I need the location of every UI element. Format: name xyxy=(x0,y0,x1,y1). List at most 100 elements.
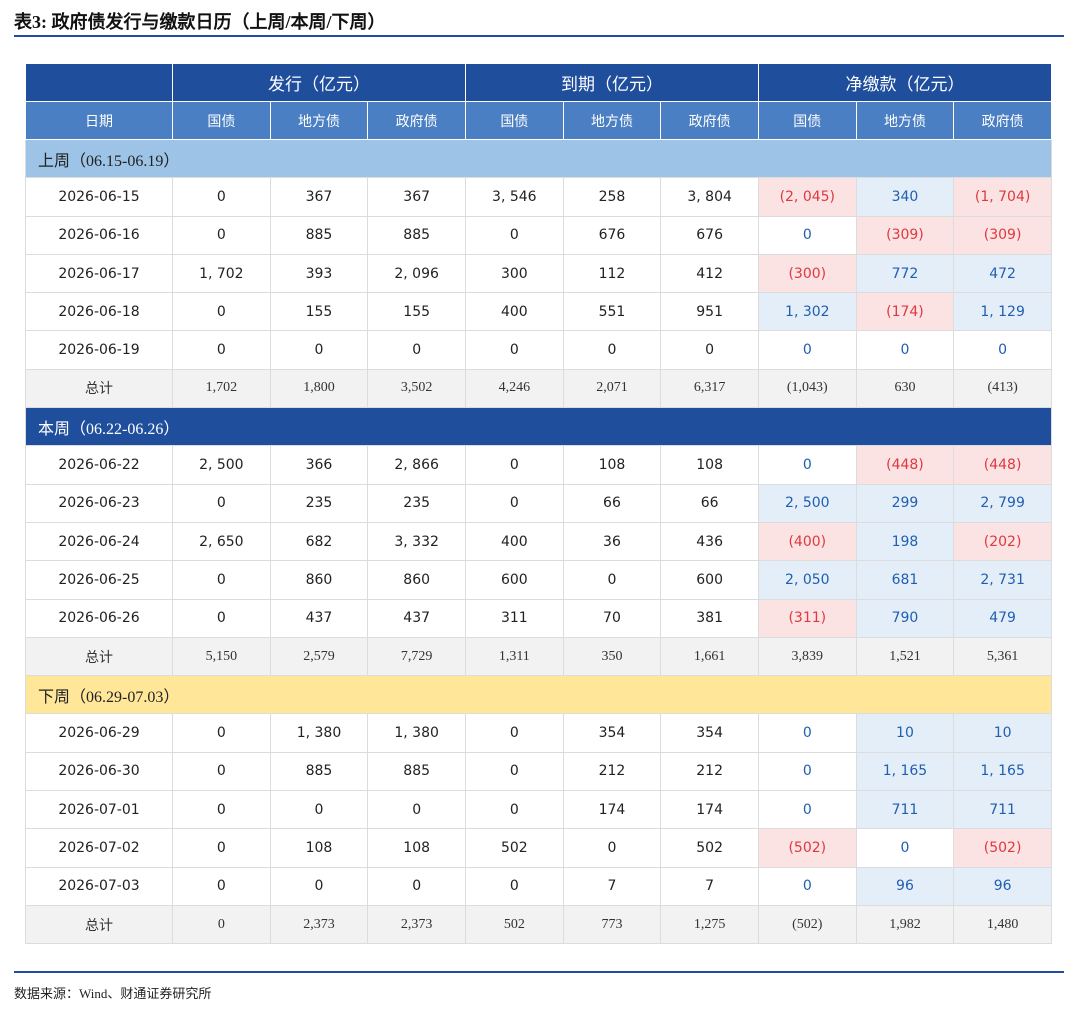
value-cell: 2, 500 xyxy=(757,483,857,523)
value-cell: 885 xyxy=(367,215,466,255)
value-cell: 10 xyxy=(953,713,1052,753)
value-cell: 0 xyxy=(172,751,271,792)
value-cell: 7 xyxy=(562,866,662,906)
value-cell: 174 xyxy=(660,790,759,830)
data-row: 2026-07-03 0 0 0 0 7 7 0 96 96 xyxy=(25,866,1052,906)
value-cell: 0 xyxy=(172,483,271,523)
section-label: 本周（06.22-06.26） xyxy=(25,407,1052,447)
value-cell: 0 xyxy=(464,330,564,370)
column-header-row: 日期 国债 地方债 政府债 国债 地方债 政府债 国债 地方债 政府债 xyxy=(25,101,1052,140)
value-cell: 400 xyxy=(464,292,564,332)
column-header: 国债 xyxy=(757,101,857,140)
value-cell: (311) xyxy=(757,598,857,638)
value-cell: 0 xyxy=(562,828,662,868)
value-cell: 0 xyxy=(757,330,857,370)
group-header: 到期（亿元） xyxy=(464,63,759,102)
value-cell: 0 xyxy=(269,866,369,906)
value-cell: 0 xyxy=(464,790,564,830)
total-label: 总计 xyxy=(25,636,173,677)
date-cell: 2026-06-26 xyxy=(25,598,173,638)
value-cell: 600 xyxy=(660,560,759,600)
value-cell: 0 xyxy=(464,751,564,792)
total-cell: 5,150 xyxy=(172,636,271,677)
total-cell: (502) xyxy=(757,904,857,945)
value-cell: 7 xyxy=(660,866,759,906)
value-cell: (174) xyxy=(855,292,955,332)
value-cell: 0 xyxy=(464,483,564,523)
header-blank xyxy=(25,63,173,102)
value-cell: 0 xyxy=(562,330,662,370)
group-header: 发行（亿元） xyxy=(172,63,466,102)
total-cell: (1,043) xyxy=(757,368,857,409)
value-cell: 436 xyxy=(660,521,759,562)
column-header: 日期 xyxy=(25,101,173,140)
value-cell: 2, 866 xyxy=(367,445,466,485)
section-row: 上周（06.15-06.19） xyxy=(25,138,1052,179)
data-row: 2026-06-18 0 155 155 400 551 951 1, 302 (174) 1, … xyxy=(25,292,1052,332)
value-cell: 2, 650 xyxy=(172,521,271,562)
value-cell: 381 xyxy=(660,598,759,638)
value-cell: 711 xyxy=(953,790,1052,830)
value-cell: 885 xyxy=(269,751,369,792)
date-cell: 2026-06-17 xyxy=(25,253,173,294)
value-cell: 311 xyxy=(464,598,564,638)
date-cell: 2026-06-25 xyxy=(25,560,173,600)
value-cell: 108 xyxy=(269,828,369,868)
total-cell: 2,373 xyxy=(367,904,466,945)
value-cell: 472 xyxy=(953,253,1052,294)
total-cell: 1,311 xyxy=(464,636,564,677)
value-cell: (400) xyxy=(757,521,857,562)
data-row: 2026-06-26 0 437 437 311 70 381 (311) 790 479 xyxy=(25,598,1052,638)
value-cell: (448) xyxy=(855,445,955,485)
total-cell: 350 xyxy=(562,636,662,677)
value-cell: 174 xyxy=(562,790,662,830)
total-cell: 2,579 xyxy=(269,636,369,677)
value-cell: 212 xyxy=(562,751,662,792)
value-cell: 235 xyxy=(367,483,466,523)
value-cell: 1, 702 xyxy=(172,253,271,294)
value-cell: 0 xyxy=(757,866,857,906)
value-cell: 0 xyxy=(953,330,1052,370)
value-cell: 0 xyxy=(367,866,466,906)
value-cell: 1, 165 xyxy=(953,751,1052,792)
value-cell: 96 xyxy=(953,866,1052,906)
value-cell: 682 xyxy=(269,521,369,562)
value-cell: 2, 050 xyxy=(757,560,857,600)
total-cell: 3,839 xyxy=(757,636,857,677)
date-cell: 2026-06-18 xyxy=(25,292,173,332)
value-cell: 96 xyxy=(855,866,955,906)
value-cell: 0 xyxy=(367,790,466,830)
value-cell: 10 xyxy=(855,713,955,753)
value-cell: 0 xyxy=(757,215,857,255)
total-cell: 1,982 xyxy=(855,904,955,945)
value-cell: 1, 129 xyxy=(953,292,1052,332)
total-cell: 3,502 xyxy=(367,368,466,409)
value-cell: 0 xyxy=(172,560,271,600)
value-cell: 300 xyxy=(464,253,564,294)
value-cell: 502 xyxy=(464,828,564,868)
data-row: 2026-06-16 0 885 885 0 676 676 0 (309) (309) xyxy=(25,215,1052,255)
total-label: 总计 xyxy=(25,904,173,945)
data-row: 2026-06-30 0 885 885 0 212 212 0 1, 165 1, 165 xyxy=(25,751,1052,792)
value-cell: 1, 380 xyxy=(269,713,369,753)
title: 表3: 政府债发行与缴款日历（上周/本周/下周） xyxy=(14,12,386,32)
value-cell: 70 xyxy=(562,598,662,638)
section-label: 下周（06.29-07.03） xyxy=(25,675,1052,715)
total-cell: 502 xyxy=(464,904,564,945)
group-header-row: 发行（亿元） 到期（亿元） 净缴款（亿元） xyxy=(25,63,1052,102)
total-row: 总计 1,702 1,800 3,502 4,246 2,071 6,317 (1,043) 6… xyxy=(25,368,1052,409)
value-cell: (2, 045) xyxy=(757,177,857,217)
value-cell: 0 xyxy=(855,330,955,370)
value-cell: 0 xyxy=(172,330,271,370)
total-cell: 5,361 xyxy=(953,636,1052,677)
total-cell: 4,246 xyxy=(464,368,564,409)
date-cell: 2026-06-22 xyxy=(25,445,173,485)
value-cell: 258 xyxy=(562,177,662,217)
value-cell: 1, 165 xyxy=(855,751,955,792)
value-cell: 412 xyxy=(660,253,759,294)
total-cell: 1,661 xyxy=(660,636,759,677)
value-cell: 551 xyxy=(562,292,662,332)
column-header: 国债 xyxy=(464,101,564,140)
date-cell: 2026-07-02 xyxy=(25,828,173,868)
value-cell: 0 xyxy=(172,177,271,217)
